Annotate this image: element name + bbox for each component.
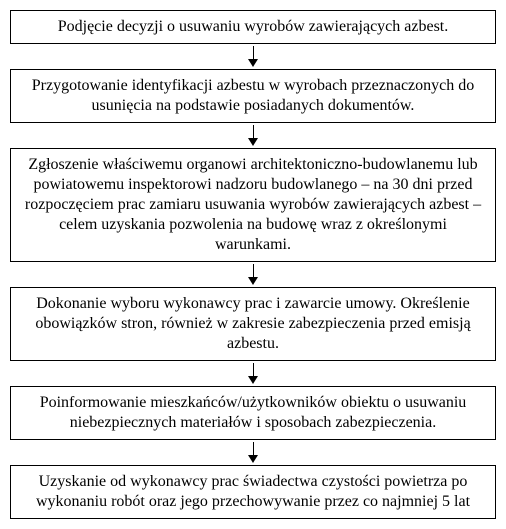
flow-arrow [10,442,496,463]
flow-arrow [10,125,496,146]
flowchart: Podjęcie decyzji o usuwaniu wyrobów zawi… [10,10,496,519]
flow-arrow [10,46,496,67]
flow-arrow [10,363,496,384]
flow-arrow [10,264,496,285]
flow-node: Poinformowanie mieszkańców/użytkowników … [10,386,496,440]
flow-node: Przygotowanie identyfikacji azbestu w wy… [10,69,496,123]
flow-node: Dokonanie wyboru wykonawcy prac i zawarc… [10,287,496,361]
flow-node: Zgłoszenie właściwemu organowi architekt… [10,148,496,262]
flow-node: Uzyskanie od wykonawcy prac świadectwa c… [10,465,496,519]
flow-node: Podjęcie decyzji o usuwaniu wyrobów zawi… [10,10,496,44]
